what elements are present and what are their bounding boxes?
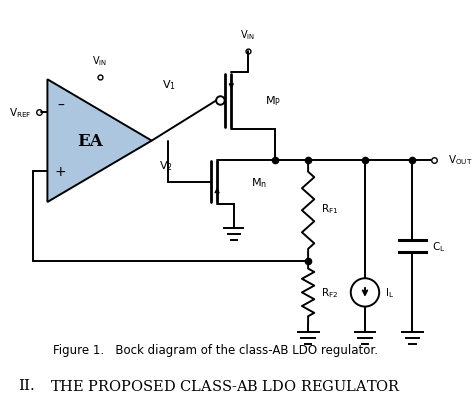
Text: $\mathregular{M_n}$: $\mathregular{M_n}$ bbox=[251, 176, 267, 190]
Text: $\mathregular{C_L}$: $\mathregular{C_L}$ bbox=[432, 239, 446, 253]
Text: $\mathregular{V_1}$: $\mathregular{V_1}$ bbox=[162, 78, 176, 92]
Text: $\mathregular{T}$HE $\mathregular{P}$ROPOSED $\mathregular{C}$LASS-$\mathregular: $\mathregular{T}$HE $\mathregular{P}$ROP… bbox=[50, 378, 401, 393]
Text: EA: EA bbox=[77, 133, 103, 150]
Text: $\mathregular{V_{IN}}$: $\mathregular{V_{IN}}$ bbox=[240, 28, 255, 41]
Text: $\mathregular{R_{F2}}$: $\mathregular{R_{F2}}$ bbox=[321, 286, 339, 300]
Text: +: + bbox=[55, 165, 66, 179]
Text: $\mathregular{V_2}$: $\mathregular{V_2}$ bbox=[159, 159, 173, 173]
Text: $\mathregular{R_{F1}}$: $\mathregular{R_{F1}}$ bbox=[321, 202, 339, 215]
Text: $\mathregular{V_{REF}}$: $\mathregular{V_{REF}}$ bbox=[9, 106, 31, 120]
Text: $\mathregular{M_P}$: $\mathregular{M_P}$ bbox=[265, 94, 282, 108]
Text: $\mathregular{V_{OUT}}$: $\mathregular{V_{OUT}}$ bbox=[448, 153, 473, 167]
Text: $\mathregular{V_{IN}}$: $\mathregular{V_{IN}}$ bbox=[92, 53, 107, 67]
Text: II.: II. bbox=[18, 378, 35, 392]
Polygon shape bbox=[47, 80, 152, 202]
Text: Figure 1.   Bock diagram of the class-AB LDO regulator.: Figure 1. Bock diagram of the class-AB L… bbox=[53, 343, 378, 356]
Text: $\mathregular{I_L}$: $\mathregular{I_L}$ bbox=[385, 286, 394, 300]
Text: –: – bbox=[57, 99, 64, 113]
